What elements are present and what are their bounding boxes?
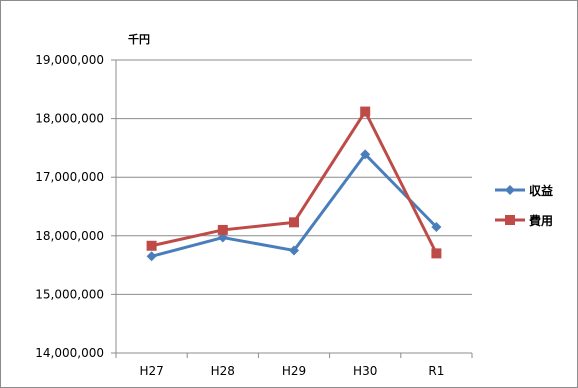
data-point — [217, 232, 228, 243]
x-tick-label: H27 — [139, 364, 163, 378]
unit-label: 千円 — [128, 32, 150, 46]
data-point — [360, 149, 371, 160]
y-tick-label: 18,000,000 — [35, 229, 104, 243]
data-point — [146, 240, 157, 251]
legend-marker — [505, 215, 515, 225]
y-tick-label: 18,000,000 — [35, 112, 104, 126]
legend-marker — [505, 185, 515, 195]
x-tick-label: H30 — [353, 364, 377, 378]
x-tick-label: H28 — [211, 364, 235, 378]
legend-label: 収益 — [529, 183, 553, 198]
data-point — [360, 106, 371, 117]
x-tick-label: R1 — [428, 364, 444, 378]
data-point — [217, 224, 228, 235]
data-point — [289, 217, 299, 228]
y-tick-label: 19,000,000 — [35, 53, 104, 67]
y-tick-label: 15,000,000 — [35, 287, 104, 301]
data-point — [431, 248, 442, 259]
data-point — [289, 245, 299, 256]
data-point — [431, 222, 442, 233]
legend-label: 費用 — [529, 213, 553, 228]
y-tick-label: 17,000,000 — [35, 170, 104, 184]
y-tick-label: 14,000,000 — [35, 346, 104, 360]
x-tick-label: H29 — [282, 364, 306, 378]
data-point — [146, 251, 157, 262]
